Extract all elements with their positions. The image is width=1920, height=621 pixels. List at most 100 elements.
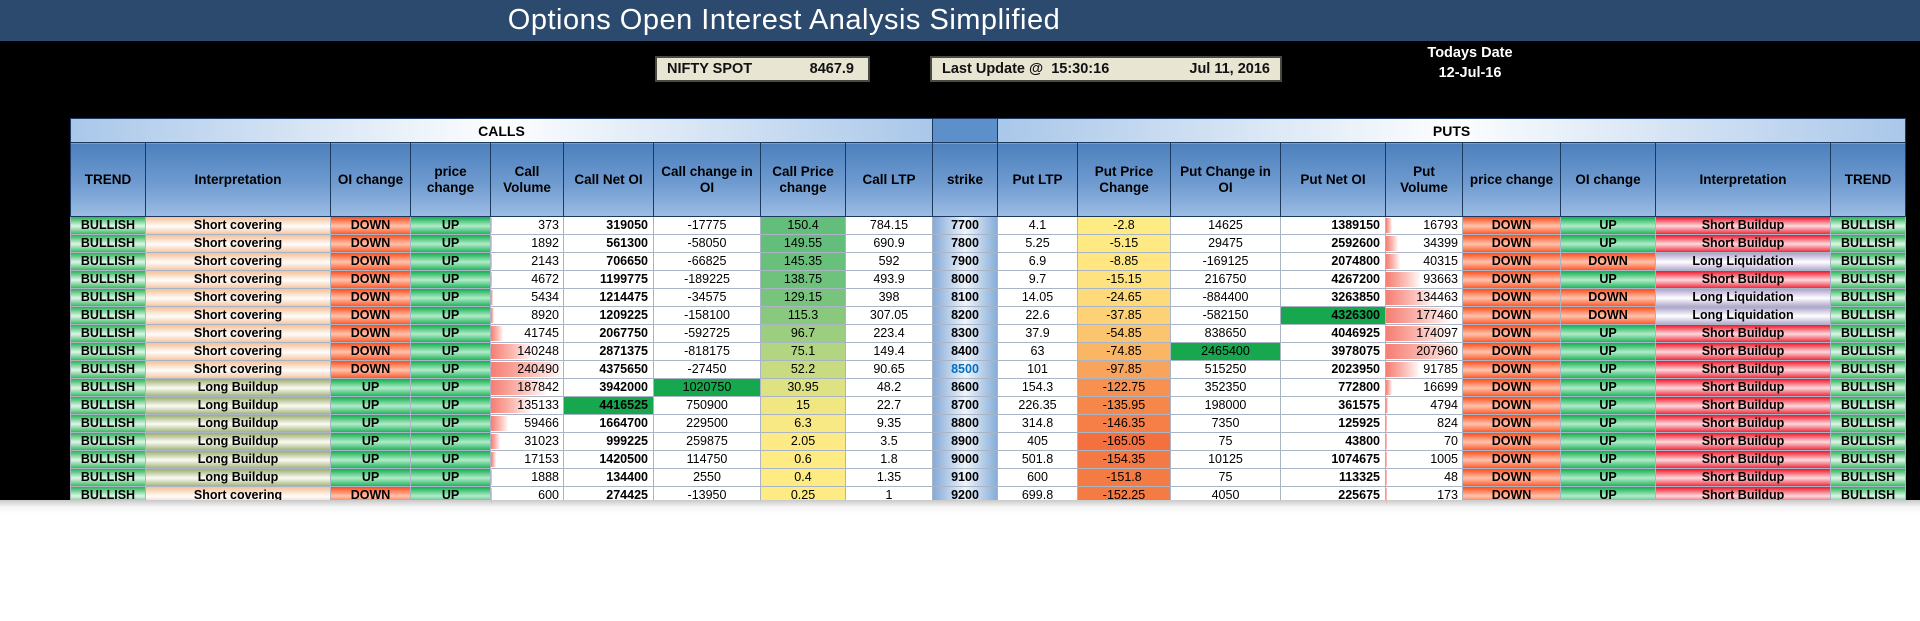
cell-interpretation-call[interactable]: Short covering xyxy=(145,270,331,289)
col-call-ltp[interactable]: Call LTP xyxy=(845,142,933,217)
cell-put-net-oi[interactable]: 43800 xyxy=(1280,432,1386,451)
cell-call-volume[interactable]: 1892 xyxy=(490,234,564,253)
cell-call-price-change[interactable]: 2.05 xyxy=(760,432,846,451)
col-call-price-change[interactable]: Call Price change xyxy=(760,142,846,217)
cell-price-change-put[interactable]: DOWN xyxy=(1462,216,1561,235)
cell-interpretation-put[interactable]: Short Buildup xyxy=(1655,324,1831,343)
cell-interpretation-put[interactable]: Short Buildup xyxy=(1655,450,1831,469)
cell-call-change-in-oi[interactable]: -818175 xyxy=(653,342,761,361)
col-put-net-oi[interactable]: Put Net OI xyxy=(1280,142,1386,217)
cell-call-price-change[interactable]: 15 xyxy=(760,396,846,415)
calls-group-header[interactable]: CALLS xyxy=(70,118,933,143)
cell-price-change-put[interactable]: DOWN xyxy=(1462,414,1561,433)
cell-put-ltp[interactable]: 37.9 xyxy=(997,324,1078,343)
cell-price-change-put[interactable]: DOWN xyxy=(1462,396,1561,415)
cell-interpretation-put[interactable]: Long Liquidation xyxy=(1655,306,1831,325)
cell-put-net-oi[interactable]: 1389150 xyxy=(1280,216,1386,235)
cell-oi-change-put[interactable]: UP xyxy=(1560,234,1656,253)
cell-put-change-in-oi[interactable]: 10125 xyxy=(1170,450,1281,469)
cell-price-change-call[interactable]: UP xyxy=(410,306,491,325)
cell-put-ltp[interactable]: 501.8 xyxy=(997,450,1078,469)
col-put-price-change[interactable]: Put Price Change xyxy=(1077,142,1171,217)
cell-trend-put[interactable]: BULLISH xyxy=(1829,468,1907,487)
cell-interpretation-put[interactable]: Short Buildup xyxy=(1655,360,1831,379)
cell-call-change-in-oi[interactable]: 2550 xyxy=(653,468,761,487)
cell-trend-put[interactable]: BULLISH xyxy=(1829,432,1907,451)
cell-trend-put[interactable]: BULLISH xyxy=(1829,450,1907,469)
cell-call-price-change[interactable]: 145.35 xyxy=(760,252,846,271)
cell-price-change-put[interactable]: DOWN xyxy=(1462,252,1561,271)
cell-interpretation-call[interactable]: Short covering xyxy=(145,234,331,253)
cell-put-price-change[interactable]: -15.15 xyxy=(1077,270,1171,289)
cell-call-change-in-oi[interactable]: 750900 xyxy=(653,396,761,415)
cell-trend-call[interactable]: BULLISH xyxy=(70,396,146,415)
cell-call-ltp[interactable]: 1.35 xyxy=(845,468,933,487)
cell-put-ltp[interactable]: 5.25 xyxy=(997,234,1078,253)
cell-call-net-oi[interactable]: 4416525 xyxy=(563,396,654,415)
cell-call-net-oi[interactable]: 2067750 xyxy=(563,324,654,343)
cell-put-ltp[interactable]: 600 xyxy=(997,468,1078,487)
cell-put-price-change[interactable]: -54.85 xyxy=(1077,324,1171,343)
cell-interpretation-put[interactable]: Short Buildup xyxy=(1655,342,1831,361)
cell-call-change-in-oi[interactable]: 259875 xyxy=(653,432,761,451)
cell-price-change-put[interactable]: DOWN xyxy=(1462,360,1561,379)
cell-put-volume[interactable]: 4794 xyxy=(1385,396,1463,415)
cell-strike[interactable]: 8400 xyxy=(932,342,998,361)
col-price-change-calls[interactable]: price change xyxy=(410,142,491,217)
cell-oi-change-put[interactable]: UP xyxy=(1560,378,1656,397)
cell-oi-change-call[interactable]: DOWN xyxy=(330,306,411,325)
cell-call-price-change[interactable]: 149.55 xyxy=(760,234,846,253)
cell-price-change-call[interactable]: UP xyxy=(410,396,491,415)
cell-interpretation-call[interactable]: Long Buildup xyxy=(145,414,331,433)
cell-put-change-in-oi[interactable]: 198000 xyxy=(1170,396,1281,415)
cell-oi-change-call[interactable]: DOWN xyxy=(330,234,411,253)
cell-strike[interactable]: 8500 xyxy=(932,360,998,379)
cell-oi-change-put[interactable]: UP xyxy=(1560,432,1656,451)
cell-call-net-oi[interactable]: 1420500 xyxy=(563,450,654,469)
cell-put-volume[interactable]: 70 xyxy=(1385,432,1463,451)
cell-put-net-oi[interactable]: 4326300 xyxy=(1280,306,1386,325)
cell-put-ltp[interactable]: 9.7 xyxy=(997,270,1078,289)
cell-strike[interactable]: 9100 xyxy=(932,468,998,487)
col-strike[interactable]: strike xyxy=(932,142,998,217)
cell-call-volume[interactable]: 373 xyxy=(490,216,564,235)
cell-put-price-change[interactable]: -122.75 xyxy=(1077,378,1171,397)
cell-oi-change-call[interactable]: DOWN xyxy=(330,360,411,379)
cell-put-volume[interactable]: 91785 xyxy=(1385,360,1463,379)
cell-trend-put[interactable]: BULLISH xyxy=(1829,414,1907,433)
cell-call-net-oi[interactable]: 3942000 xyxy=(563,378,654,397)
cell-oi-change-put[interactable]: DOWN xyxy=(1560,306,1656,325)
cell-interpretation-call[interactable]: Short covering xyxy=(145,324,331,343)
cell-call-ltp[interactable]: 493.9 xyxy=(845,270,933,289)
cell-trend-call[interactable]: BULLISH xyxy=(70,432,146,451)
cell-price-change-call[interactable]: UP xyxy=(410,378,491,397)
cell-strike[interactable]: 8600 xyxy=(932,378,998,397)
cell-call-volume[interactable]: 140248 xyxy=(490,342,564,361)
cell-put-volume[interactable]: 174097 xyxy=(1385,324,1463,343)
col-oi-change-puts[interactable]: OI change xyxy=(1560,142,1656,217)
cell-put-price-change[interactable]: -5.15 xyxy=(1077,234,1171,253)
cell-put-volume[interactable]: 16699 xyxy=(1385,378,1463,397)
cell-put-price-change[interactable]: -165.05 xyxy=(1077,432,1171,451)
cell-call-ltp[interactable]: 22.7 xyxy=(845,396,933,415)
cell-strike[interactable]: 8100 xyxy=(932,288,998,307)
cell-call-ltp[interactable]: 48.2 xyxy=(845,378,933,397)
cell-put-price-change[interactable]: -2.8 xyxy=(1077,216,1171,235)
cell-call-price-change[interactable]: 75.1 xyxy=(760,342,846,361)
cell-put-change-in-oi[interactable]: 2465400 xyxy=(1170,342,1281,361)
col-call-net-oi[interactable]: Call Net OI xyxy=(563,142,654,217)
cell-price-change-call[interactable]: UP xyxy=(410,432,491,451)
cell-call-ltp[interactable]: 307.05 xyxy=(845,306,933,325)
cell-trend-call[interactable]: BULLISH xyxy=(70,342,146,361)
cell-interpretation-put[interactable]: Short Buildup xyxy=(1655,216,1831,235)
cell-interpretation-call[interactable]: Long Buildup xyxy=(145,450,331,469)
cell-trend-put[interactable]: BULLISH xyxy=(1829,342,1907,361)
cell-put-net-oi[interactable]: 4267200 xyxy=(1280,270,1386,289)
col-trend-puts[interactable]: TREND xyxy=(1829,142,1907,217)
cell-call-ltp[interactable]: 592 xyxy=(845,252,933,271)
cell-call-volume[interactable]: 2143 xyxy=(490,252,564,271)
cell-put-price-change[interactable]: -8.85 xyxy=(1077,252,1171,271)
col-interpretation-calls[interactable]: Interpretation xyxy=(145,142,331,217)
cell-call-ltp[interactable]: 690.9 xyxy=(845,234,933,253)
cell-put-change-in-oi[interactable]: 14625 xyxy=(1170,216,1281,235)
